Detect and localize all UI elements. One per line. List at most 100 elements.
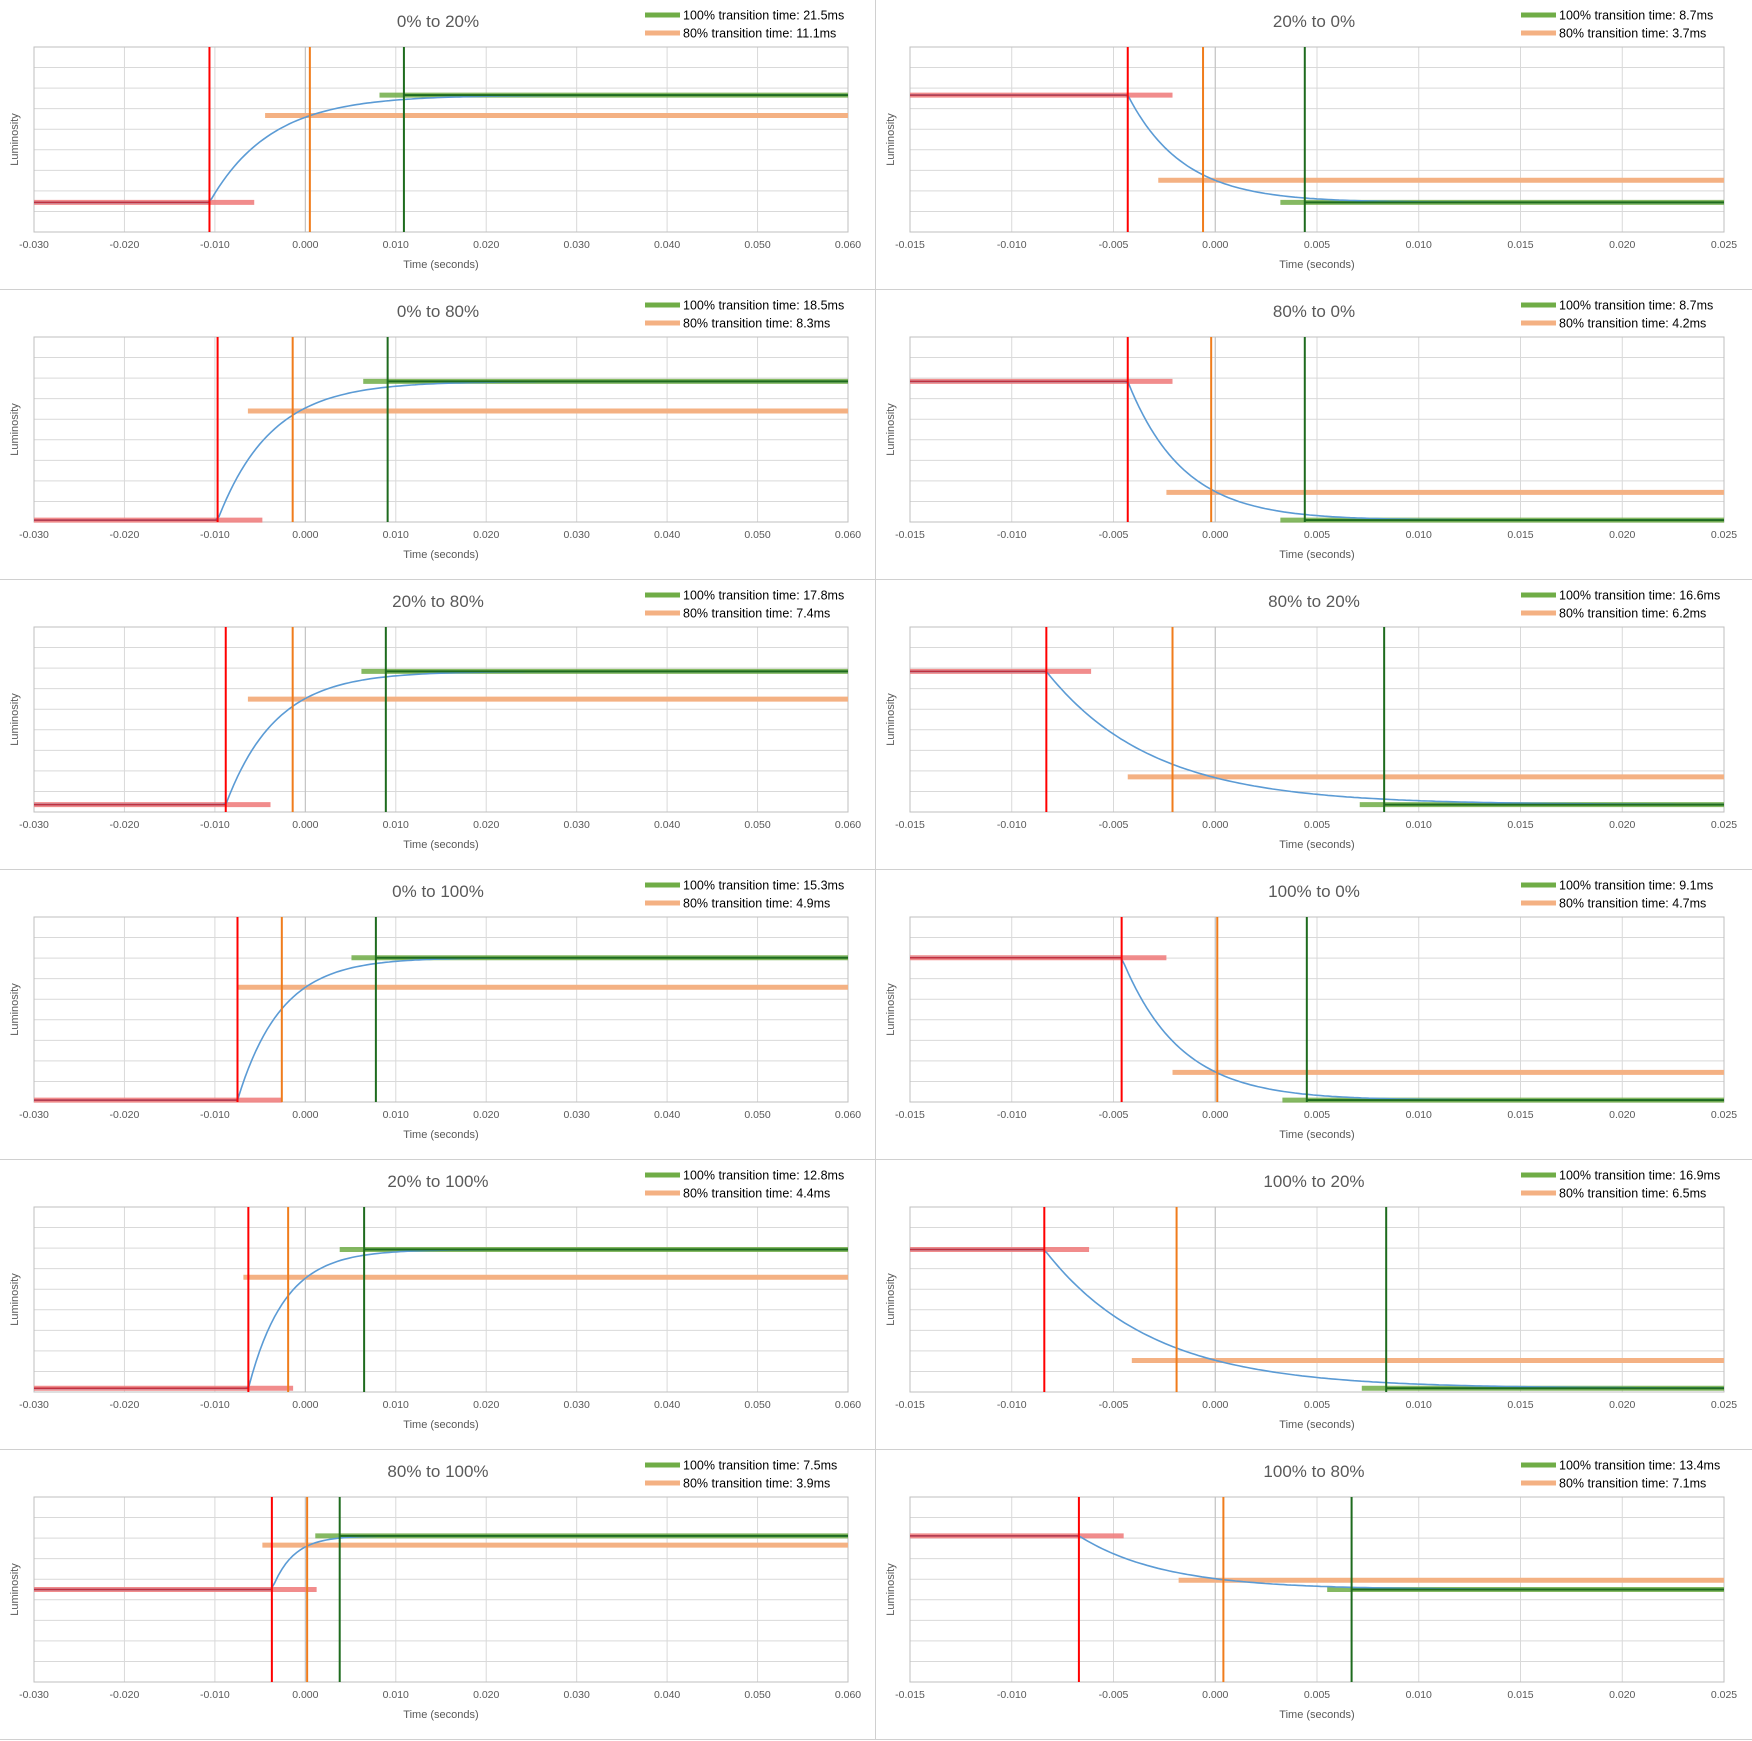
legend-label-100: 100% transition time: 21.5ms (683, 9, 844, 23)
x-axis-title: Time (seconds) (403, 1419, 478, 1431)
x-axis-title: Time (seconds) (1279, 259, 1354, 271)
x-tick-label: 0.000 (292, 819, 318, 831)
x-tick-label: -0.010 (200, 1689, 230, 1701)
chart-title: 100% to 0% (1268, 882, 1360, 901)
x-tick-label: -0.005 (1099, 1399, 1129, 1411)
x-tick-label: 0.020 (1609, 1109, 1635, 1121)
legend-label-80: 80% transition time: 8.3ms (683, 317, 830, 331)
plot-frame (909, 46, 1725, 233)
chart-title: 20% to 100% (387, 1172, 488, 1191)
x-tick-label: 0.060 (835, 1689, 861, 1701)
x-tick-label: 0.010 (1406, 819, 1432, 831)
chart-panel: -0.015 -0.010 -0.005 0.000 0.005 0.010 0.015 0.… (876, 1450, 1752, 1740)
x-tick-label: 0.010 (1406, 1109, 1432, 1121)
x-tick-label: 0.005 (1304, 1399, 1330, 1411)
x-axis-title: Time (seconds) (1279, 1129, 1354, 1141)
x-tick-label: 0.060 (835, 529, 861, 541)
x-tick-label: 0.030 (564, 1689, 590, 1701)
x-tick-label: 0.015 (1507, 529, 1533, 541)
y-axis-title: Luminosity (9, 1273, 21, 1326)
chart-svg: -0.030 -0.020 -0.010 0.000 0.010 0.020 0.030 0.… (0, 290, 876, 580)
legend-label-100: 100% transition time: 8.7ms (1559, 299, 1713, 313)
x-tick-label: 0.040 (654, 239, 680, 251)
x-tick-label: 0.015 (1507, 1689, 1533, 1701)
x-tick-label: -0.010 (997, 1109, 1027, 1121)
luminosity-curve (34, 380, 848, 521)
x-tick-label: 0.025 (1711, 819, 1737, 831)
x-tick-label: 0.030 (564, 239, 590, 251)
x-tick-label: -0.010 (200, 529, 230, 541)
x-tick-label: 0.060 (835, 1399, 861, 1411)
legend-label-80: 80% transition time: 7.4ms (683, 607, 830, 621)
x-tick-label: 0.030 (564, 1399, 590, 1411)
x-tick-label: 0.000 (292, 239, 318, 251)
x-tick-label: 0.025 (1711, 529, 1737, 541)
chart-panel: -0.030 -0.020 -0.010 0.000 0.010 0.020 0.030 0.… (0, 1160, 876, 1450)
x-tick-label: 0.050 (744, 1399, 770, 1411)
x-tick-label: -0.015 (895, 1399, 925, 1411)
chart-svg: -0.015 -0.010 -0.005 0.000 0.005 0.010 0.015 0.… (876, 299, 1752, 580)
x-tick-label: -0.010 (997, 239, 1027, 251)
plot-frame (909, 626, 1725, 813)
chart-panel: -0.015 -0.010 -0.005 0.000 0.005 0.010 0.015 0.… (876, 290, 1752, 580)
luminosity-curve (34, 670, 848, 806)
x-axis-title: Time (seconds) (403, 549, 478, 561)
chart-title: 80% to 0% (1273, 302, 1355, 321)
x-tick-label: 0.010 (383, 529, 409, 541)
x-tick-label: -0.010 (997, 529, 1027, 541)
x-tick-label: -0.010 (200, 819, 230, 831)
x-tick-label: 0.020 (1609, 1399, 1635, 1411)
chart-title: 0% to 80% (397, 302, 479, 321)
x-tick-label: -0.020 (110, 1399, 140, 1411)
x-tick-label: 0.010 (1406, 1689, 1432, 1701)
x-tick-label: -0.010 (997, 819, 1027, 831)
chart-panel: -0.015 -0.010 -0.005 0.000 0.005 0.010 0.015 0.… (876, 1160, 1752, 1450)
chart-panel: -0.015 -0.010 -0.005 0.000 0.005 0.010 0.015 0.… (876, 580, 1752, 870)
y-axis-title: Luminosity (885, 403, 897, 456)
x-tick-label: 0.000 (1202, 239, 1228, 251)
legend-label-100: 100% transition time: 7.5ms (683, 1459, 837, 1473)
x-axis-title: Time (seconds) (403, 1709, 478, 1721)
x-tick-label: 0.005 (1304, 1109, 1330, 1121)
x-tick-label: -0.015 (895, 819, 925, 831)
x-tick-label: -0.015 (895, 1109, 925, 1121)
x-tick-label: 0.060 (835, 239, 861, 251)
x-tick-label: 0.010 (1406, 529, 1432, 541)
y-axis-title: Luminosity (9, 403, 21, 456)
x-tick-label: 0.025 (1711, 1689, 1737, 1701)
x-tick-label: 0.005 (1304, 1689, 1330, 1701)
luminosity-curve (34, 94, 848, 204)
x-tick-label: 0.000 (292, 1689, 318, 1701)
x-tick-label: -0.015 (895, 529, 925, 541)
x-tick-label: 0.050 (744, 1109, 770, 1121)
legend-label-100: 100% transition time: 12.8ms (683, 1169, 844, 1183)
chart-title: 80% to 20% (1268, 592, 1360, 611)
x-tick-label: 0.025 (1711, 1399, 1737, 1411)
x-axis-title: Time (seconds) (1279, 1419, 1354, 1431)
x-tick-label: 0.050 (744, 529, 770, 541)
chart-panel: -0.015 -0.010 -0.005 0.000 0.005 0.010 0.015 0.… (876, 0, 1752, 290)
x-tick-label: -0.030 (19, 529, 49, 541)
x-tick-label: 0.020 (1609, 529, 1635, 541)
x-tick-label: 0.060 (835, 819, 861, 831)
x-tick-label: -0.030 (19, 1689, 49, 1701)
x-tick-label: 0.040 (654, 819, 680, 831)
x-tick-label: 0.015 (1507, 819, 1533, 831)
x-tick-label: -0.015 (895, 239, 925, 251)
x-tick-label: 0.050 (744, 239, 770, 251)
chart-svg: -0.030 -0.020 -0.010 0.000 0.010 0.020 0.030 0.… (0, 0, 876, 290)
legend-label-80: 80% transition time: 3.9ms (683, 1477, 830, 1491)
x-tick-label: 0.020 (473, 1399, 499, 1411)
chart-svg: -0.030 -0.020 -0.010 0.000 0.010 0.020 0.030 0.… (0, 1160, 876, 1450)
plot-frame (33, 916, 849, 1103)
x-tick-label: 0.005 (1304, 239, 1330, 251)
x-tick-label: -0.020 (110, 1109, 140, 1121)
x-tick-label: 0.000 (292, 1399, 318, 1411)
chart-panel: -0.030 -0.020 -0.010 0.000 0.010 0.020 0.030 0.… (0, 1450, 876, 1740)
y-axis-title: Luminosity (885, 113, 897, 166)
chart-title: 20% to 80% (392, 592, 484, 611)
x-tick-label: -0.005 (1099, 239, 1129, 251)
x-tick-label: 0.020 (473, 1689, 499, 1701)
x-tick-label: 0.020 (473, 819, 499, 831)
